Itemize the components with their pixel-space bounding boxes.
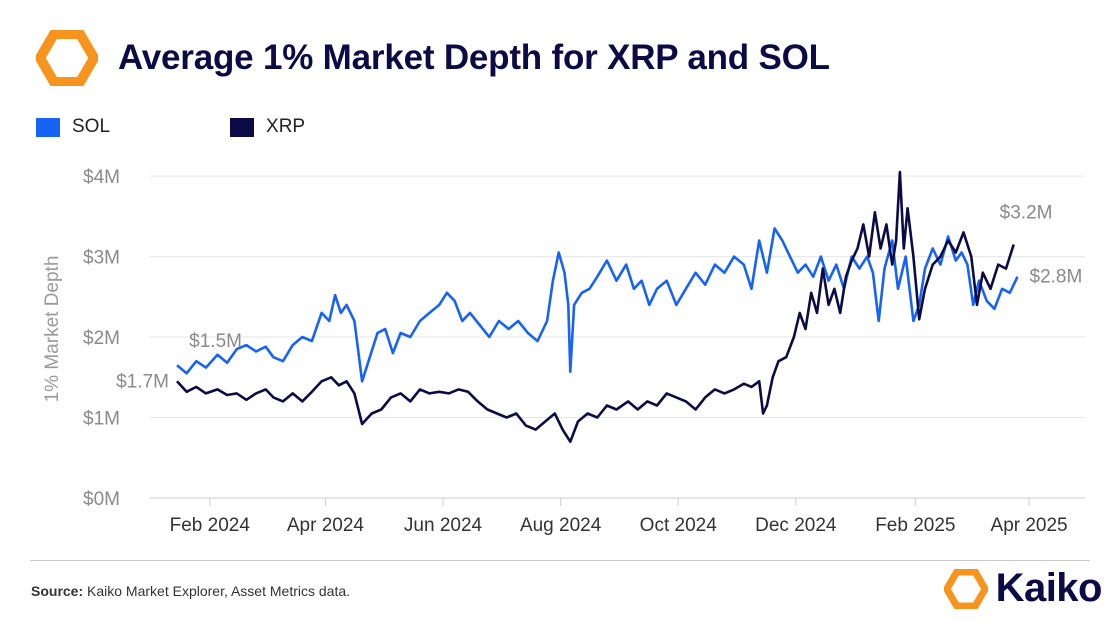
kaiko-brand-icon [943, 568, 988, 609]
brand-wordmark: Kaiko [995, 566, 1103, 610]
legend-item-xrp: XRP [230, 116, 305, 138]
annotation-label: $3.2M [1000, 203, 1053, 224]
brand-logo: Kaiko [943, 566, 1103, 611]
x-tick-label: Oct 2024 [640, 515, 718, 536]
legend-swatch-sol [36, 117, 60, 137]
source-label: Source: [31, 583, 84, 599]
source-text: Kaiko Market Explorer, Asset Metrics dat… [83, 583, 351, 599]
kaiko-logo-icon [34, 29, 100, 87]
x-tick-label: Apr 2025 [991, 515, 1068, 536]
source-note: Source: Kaiko Market Explorer, Asset Met… [31, 583, 350, 599]
x-tick-label: Dec 2024 [755, 515, 837, 536]
annotation-label: $1.7M [116, 371, 169, 392]
footer-divider [30, 560, 1090, 561]
y-tick-label: $0M [83, 489, 120, 510]
y-tick-label: $4M [83, 167, 120, 188]
y-tick-label: $1M [83, 409, 120, 430]
y-tick-label: $3M [83, 248, 120, 269]
series-line-xrp [176, 170, 1015, 443]
y-axis-label: 1% Market Depth [42, 256, 63, 403]
legend-item-sol: SOL [36, 116, 110, 138]
x-tick-label: Apr 2024 [287, 515, 365, 536]
page-title: Average 1% Market Depth for XRP and SOL [118, 38, 830, 77]
legend-label-sol: SOL [72, 116, 111, 137]
x-tick-label: Jun 2024 [404, 515, 483, 536]
chart-legend: SOL XRP [36, 116, 425, 138]
annotation-label: $2.8M [1030, 267, 1083, 288]
line-chart: $0M $1M $2M $3M $4M Feb 2024 Apr 2024 Jun 2024 A… [42, 167, 1085, 536]
y-tick-label: $2M [83, 328, 120, 349]
annotation-label: $1.5M [189, 331, 242, 352]
x-tick-label: Feb 2024 [170, 515, 251, 536]
x-tick-label: Feb 2025 [875, 515, 955, 536]
legend-label-xrp: XRP [266, 116, 306, 137]
series-line-sol [176, 227, 1019, 383]
x-tick-label: Aug 2024 [520, 515, 602, 536]
legend-swatch-xrp [230, 117, 255, 137]
